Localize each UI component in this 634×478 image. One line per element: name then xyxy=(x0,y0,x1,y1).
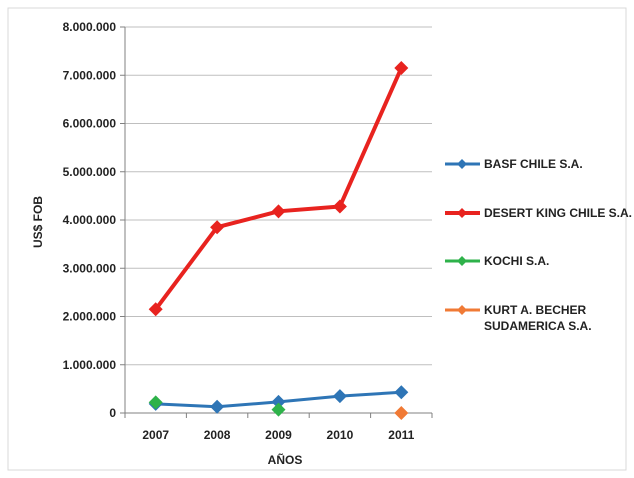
y-tick-label: 3.000.000 xyxy=(63,261,117,275)
data-point-marker xyxy=(332,199,347,214)
data-point-marker xyxy=(271,204,286,219)
data-point-marker xyxy=(210,220,225,235)
legend-swatch-marker xyxy=(457,208,467,218)
x-tick-label: 2011 xyxy=(388,428,414,442)
legend-item: DESERT KING CHILE S.A. xyxy=(445,206,632,220)
x-tick-label: 2008 xyxy=(204,428,231,442)
data-point-marker xyxy=(271,394,286,409)
legend-swatch-marker xyxy=(457,159,467,169)
series-group xyxy=(148,61,409,420)
chart-border xyxy=(7,7,627,471)
y-tick-label: 0 xyxy=(109,406,116,420)
y-tick-label: 8.000.000 xyxy=(63,20,117,34)
x-axis-title: AÑOS xyxy=(268,452,303,467)
legend-label: KURT A. BECHER xyxy=(484,303,587,317)
series-1 xyxy=(148,61,409,317)
y-tick-label: 1.000.000 xyxy=(63,358,117,372)
data-point-marker xyxy=(332,389,347,404)
gridlines xyxy=(125,26,432,366)
y-tick-label: 4.000.000 xyxy=(63,213,117,227)
y-tick-label: 7.000.000 xyxy=(63,68,117,82)
data-point-marker xyxy=(148,395,163,410)
legend-item: KURT A. BECHER SUDAMERICA S.A. xyxy=(445,303,592,333)
x-tick-label: 2009 xyxy=(265,428,292,442)
y-tick-label: 6.000.000 xyxy=(63,117,117,131)
legend-label: SUDAMERICA S.A. xyxy=(484,319,592,333)
legend-label: DESERT KING CHILE S.A. xyxy=(484,206,632,220)
legend-label: BASF CHILE S.A. xyxy=(484,157,583,171)
y-axis-title: US$ FOB xyxy=(31,196,45,248)
data-point-marker xyxy=(210,399,225,414)
series-3 xyxy=(394,406,409,420)
x-tick-label: 2010 xyxy=(327,428,354,442)
series-2 xyxy=(148,395,286,417)
legend-item: BASF CHILE S.A. xyxy=(445,157,583,171)
legend-label: KOCHI S.A. xyxy=(484,254,549,268)
legend-swatch-marker xyxy=(457,256,467,266)
x-axis-ticks: 2007 2008 2009 2010 2011 xyxy=(124,413,433,442)
legend: BASF CHILE S.A. DESERT KING CHILE S.A. KOC… xyxy=(445,157,632,333)
data-point-marker xyxy=(271,402,286,417)
x-tick-label: 2007 xyxy=(142,428,169,442)
legend-swatch-marker xyxy=(457,305,467,315)
data-point-marker xyxy=(394,61,409,76)
y-axis-ticks: 0 1.000.000 2.000.000 3.000.000 4.000.000 5.0… xyxy=(63,20,125,420)
data-point-marker xyxy=(394,385,409,400)
y-tick-label: 5.000.000 xyxy=(63,165,117,179)
data-point-marker xyxy=(394,406,409,420)
data-point-marker xyxy=(148,302,163,317)
y-tick-label: 2.000.000 xyxy=(63,310,117,324)
legend-item: KOCHI S.A. xyxy=(445,254,549,268)
